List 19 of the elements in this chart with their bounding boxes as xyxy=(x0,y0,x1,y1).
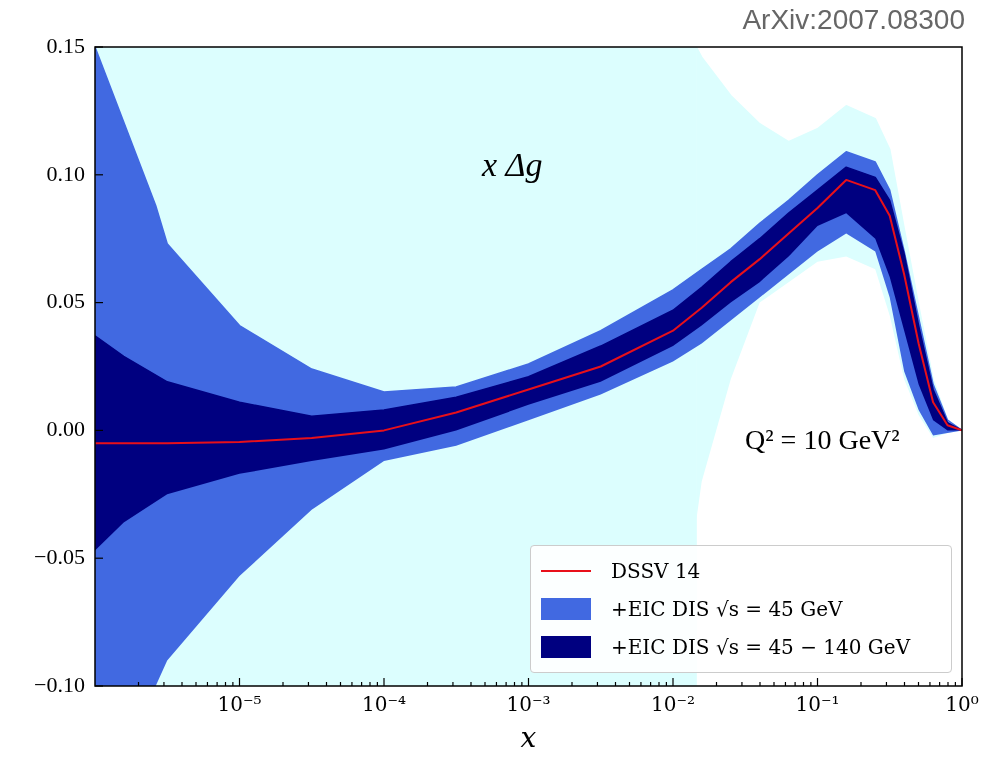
x-tick-label: 10⁻⁴ xyxy=(361,692,407,717)
x-tick-label: 10⁻⁵ xyxy=(217,692,262,717)
legend-label: +EIC DIS √s = 45 − 140 GeV xyxy=(611,635,911,659)
y-tick-label: −0.10 xyxy=(34,671,85,697)
y-tick-label: 0.10 xyxy=(46,160,85,186)
y-tick-label: −0.05 xyxy=(34,543,85,569)
x-axis-title: x xyxy=(520,721,537,755)
y-tick-label: 0.15 xyxy=(46,32,85,58)
y-tick-label: 0.05 xyxy=(46,288,85,314)
text: ArXiv:2007.08300 xyxy=(742,4,965,36)
annotation: Q² = 10 GeV² xyxy=(745,424,900,456)
x-tick-label: 10⁻³ xyxy=(506,692,551,717)
x-tick-label: 10⁰ xyxy=(945,692,979,717)
y-tick-label: 0.00 xyxy=(46,416,85,442)
legend-label: +EIC DIS √s = 45 GeV xyxy=(611,597,843,621)
annotation: x Δg xyxy=(482,146,543,184)
x-tick-label: 10⁻¹ xyxy=(795,692,840,717)
legend-label: DSSV 14 xyxy=(611,559,701,583)
x-tick-label: 10⁻² xyxy=(650,692,696,717)
